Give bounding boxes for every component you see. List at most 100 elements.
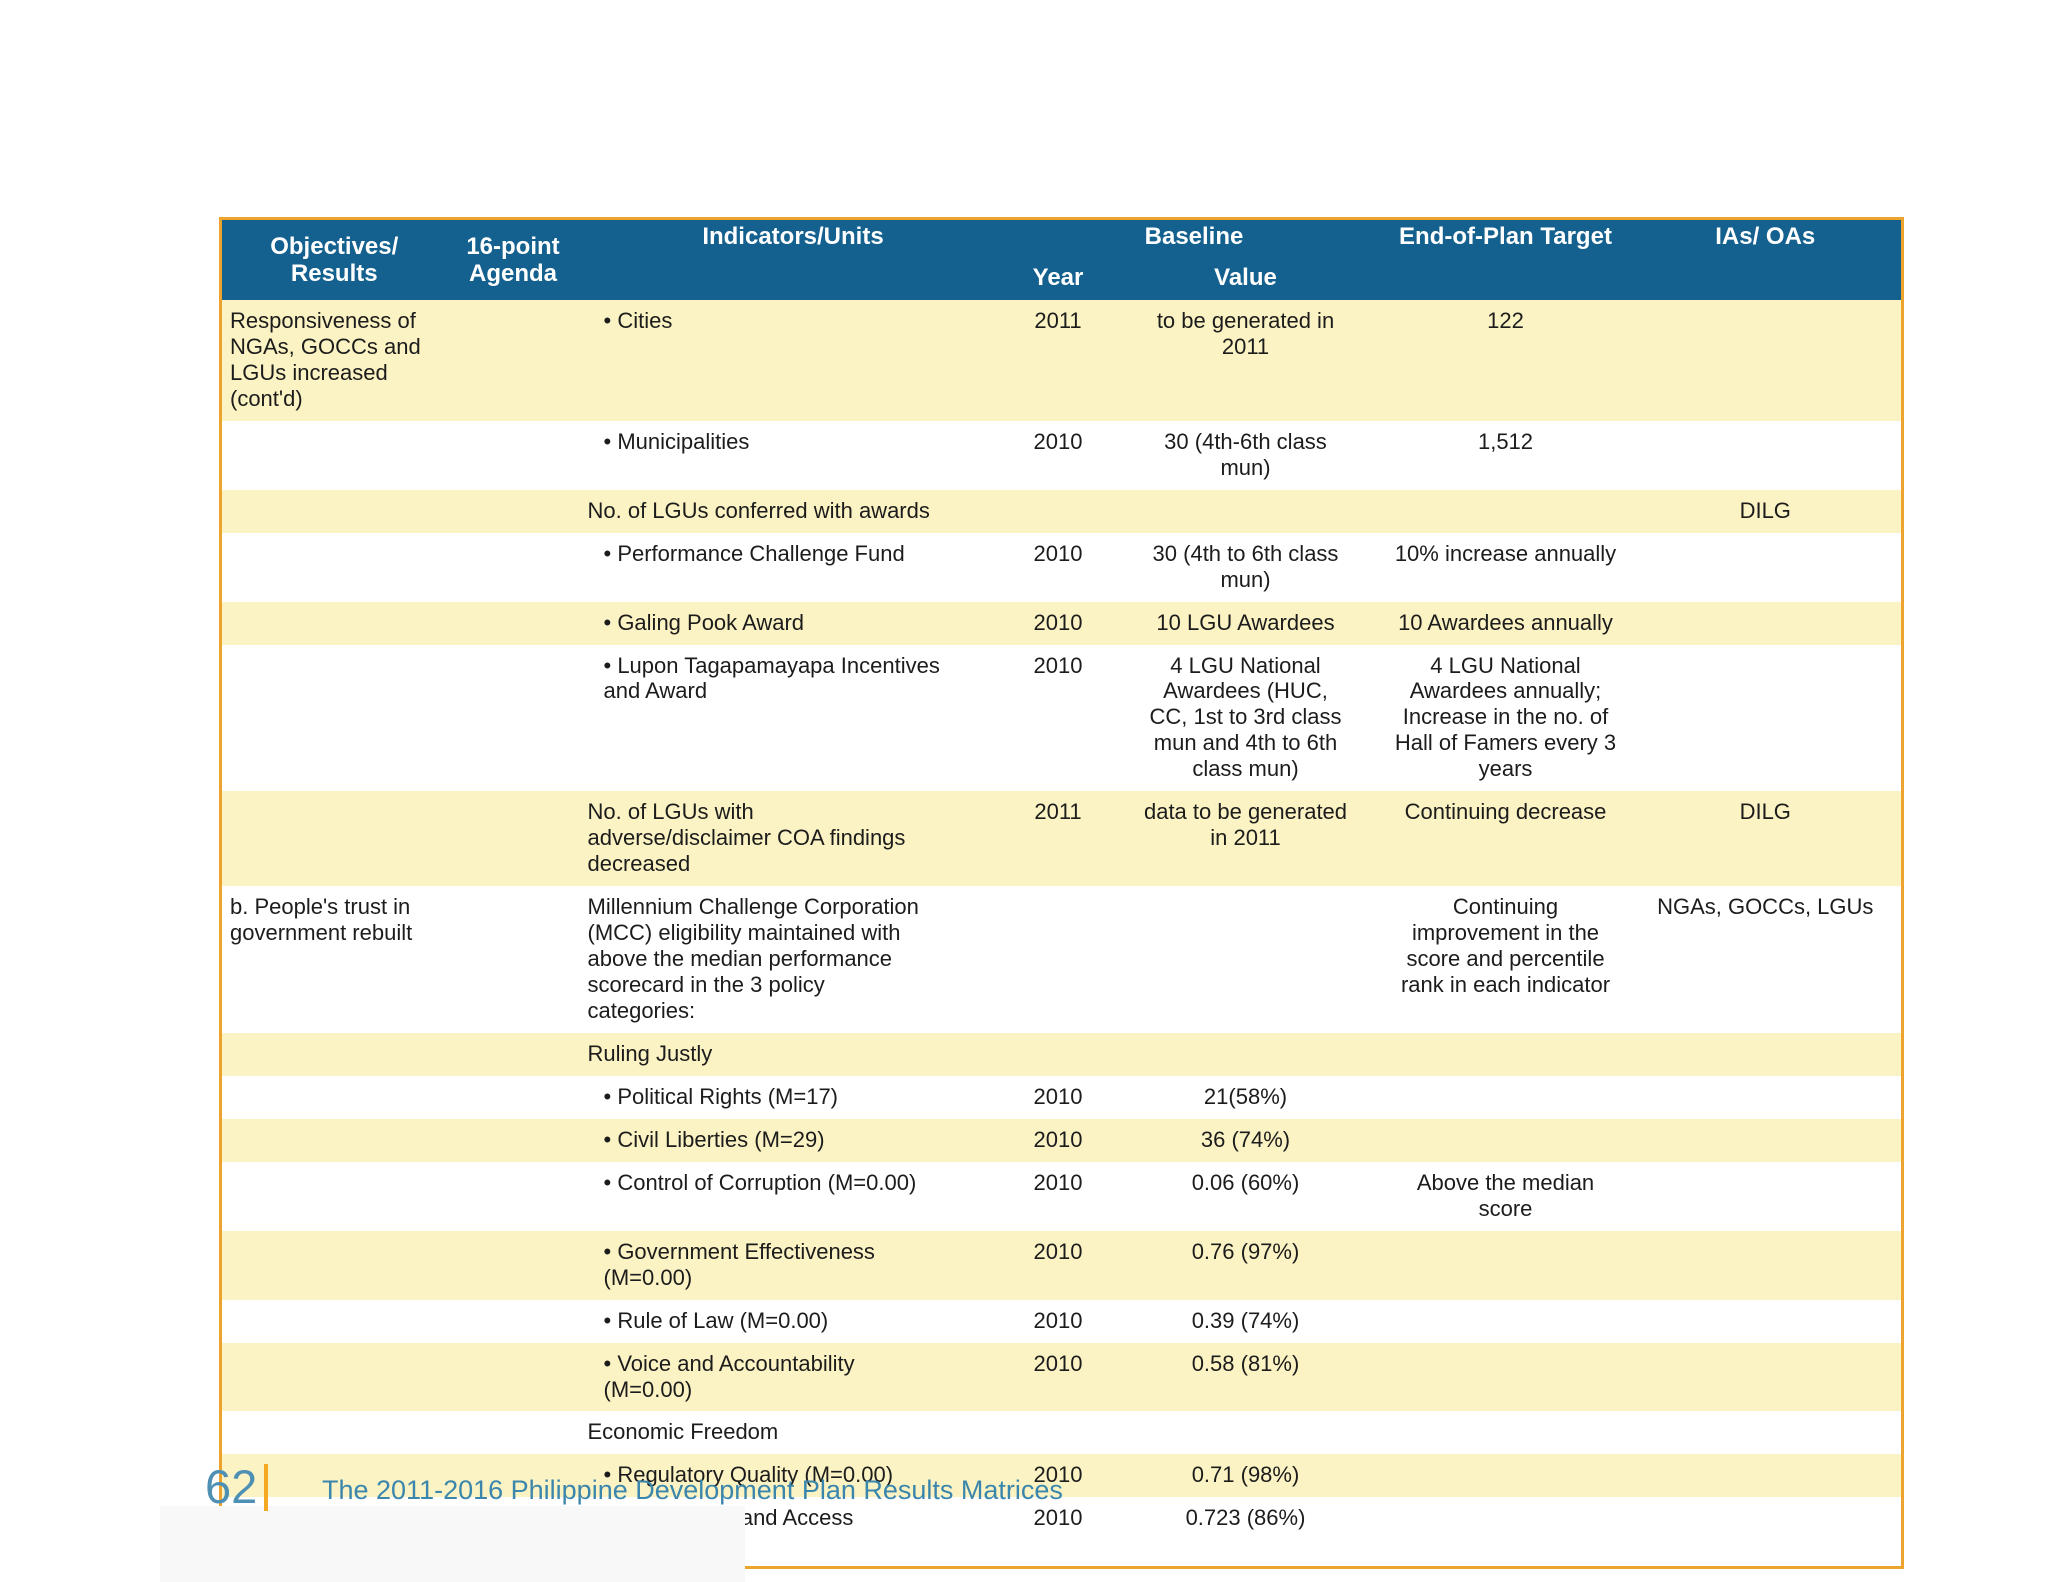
footer-divider-bar xyxy=(264,1464,268,1511)
cell-16-point-agenda xyxy=(446,886,580,1033)
cell-end-of-plan-target xyxy=(1381,1118,1630,1162)
cell-baseline-value: 4 LGU National Awardees (HUC, CC, 1st to… xyxy=(1109,644,1382,792)
cell-baseline-year: 2010 xyxy=(1006,1299,1110,1343)
cell-baseline-year: 2010 xyxy=(1006,1342,1110,1412)
table-body: Responsiveness of NGAs, GOCCs and LGUs i… xyxy=(220,300,1903,1568)
col-header-objectives-results: Objectives/ Results xyxy=(220,218,447,300)
cell-indicator: No. of LGUs conferred with awards xyxy=(579,489,1007,533)
cell-objectives xyxy=(220,1454,447,1498)
cell-end-of-plan-target: 4 LGU National Awardees annually; Increa… xyxy=(1381,644,1630,792)
cell-16-point-agenda xyxy=(446,1342,580,1412)
cell-objectives xyxy=(220,1342,447,1412)
cell-baseline-value: 21(58%) xyxy=(1109,1075,1382,1119)
col-header-end-of-plan-target: End-of-Plan Target xyxy=(1381,218,1630,300)
cell-end-of-plan-target: 10% increase annually xyxy=(1381,532,1630,602)
cell-objectives xyxy=(220,644,447,792)
cell-baseline-value xyxy=(1109,1411,1382,1455)
cell-baseline-year xyxy=(1006,1032,1110,1076)
cell-baseline-year: 2010 xyxy=(1006,1161,1110,1231)
table-row: Ruling Justly xyxy=(220,1032,1903,1076)
cell-baseline-year: 2010 xyxy=(1006,601,1110,645)
cell-baseline-value: 36 (74%) xyxy=(1109,1118,1382,1162)
cell-baseline-value xyxy=(1109,1032,1382,1076)
cell-baseline-year: 2010 xyxy=(1006,1075,1110,1119)
cell-objectives: Responsiveness of NGAs, GOCCs and LGUs i… xyxy=(220,300,447,421)
cell-baseline-value: 30 (4th-6th class mun) xyxy=(1109,420,1382,490)
cell-end-of-plan-target xyxy=(1381,1497,1630,1568)
table-row: No. of LGUs with adverse/disclaimer COA … xyxy=(220,791,1903,887)
page-number: 62 xyxy=(205,1460,258,1513)
cell-end-of-plan-target xyxy=(1381,1032,1630,1076)
cell-baseline-year: 2010 xyxy=(1006,1497,1110,1568)
col-header-baseline-value: Value xyxy=(1109,260,1382,300)
table-row: • Control of Corruption (M=0.00) 2010 0.… xyxy=(220,1161,1903,1231)
cell-baseline-value: 0.723 (86%) xyxy=(1109,1497,1382,1568)
cell-baseline-year: 2010 xyxy=(1006,644,1110,792)
cell-baseline-value: data to be generated in 2011 xyxy=(1109,791,1382,887)
cell-ias-oas xyxy=(1629,1230,1903,1300)
cell-end-of-plan-target xyxy=(1381,1454,1630,1498)
cell-indicator: • Control of Corruption (M=0.00) xyxy=(579,1161,1007,1231)
cell-16-point-agenda xyxy=(446,1075,580,1119)
cell-16-point-agenda xyxy=(446,489,580,533)
cell-ias-oas xyxy=(1629,1075,1903,1119)
cell-16-point-agenda xyxy=(446,644,580,792)
cell-ias-oas xyxy=(1629,532,1903,602)
cell-baseline-value: 30 (4th to 6th class mun) xyxy=(1109,532,1382,602)
cell-end-of-plan-target: Above the median score xyxy=(1381,1161,1630,1231)
cell-indicator: • Galing Pook Award xyxy=(579,601,1007,645)
cell-indicator: • Civil Liberties (M=29) xyxy=(579,1118,1007,1162)
cell-ias-oas xyxy=(1629,1497,1903,1568)
cell-indicator: • Lupon Tagapamayapa Incentives and Awar… xyxy=(579,644,1007,792)
table-row: • Municipalities 2010 30 (4th-6th class … xyxy=(220,420,1903,490)
cell-baseline-value: to be generated in 2011 xyxy=(1109,300,1382,421)
cell-indicator: • Voice and Accountability (M=0.00) xyxy=(579,1342,1007,1412)
cell-baseline-value: 0.39 (74%) xyxy=(1109,1299,1382,1343)
cell-16-point-agenda xyxy=(446,532,580,602)
cell-baseline-year: 2010 xyxy=(1006,532,1110,602)
cell-indicator: Economic Freedom xyxy=(579,1411,1007,1455)
table-row: No. of LGUs conferred with awards DILG xyxy=(220,489,1903,533)
cell-ias-oas xyxy=(1629,1454,1903,1498)
cell-objectives xyxy=(220,489,447,533)
cell-baseline-value: 0.71 (98%) xyxy=(1109,1454,1382,1498)
cell-end-of-plan-target xyxy=(1381,1230,1630,1300)
cell-end-of-plan-target xyxy=(1381,1075,1630,1119)
cell-ias-oas xyxy=(1629,601,1903,645)
table-row: Economic Freedom xyxy=(220,1411,1903,1455)
cell-ias-oas xyxy=(1629,644,1903,792)
cell-16-point-agenda xyxy=(446,1299,580,1343)
cell-objectives xyxy=(220,601,447,645)
cell-baseline-year: 2011 xyxy=(1006,300,1110,421)
cell-end-of-plan-target xyxy=(1381,489,1630,533)
cell-objectives xyxy=(220,1161,447,1231)
results-matrix-table: Objectives/ Results 16-point Agenda Indi… xyxy=(219,217,1904,1570)
cell-objectives: b. People's trust in government rebuilt xyxy=(220,886,447,1033)
cell-indicator: • Rule of Law (M=0.00) xyxy=(579,1299,1007,1343)
cell-baseline-value xyxy=(1109,886,1382,1033)
cell-ias-oas xyxy=(1629,1161,1903,1231)
cell-indicator: • Regulatory Quality (M=0.00) xyxy=(579,1454,1007,1498)
cell-16-point-agenda xyxy=(446,1230,580,1300)
footer-title: The 2011-2016 Philippine Development Pla… xyxy=(322,1475,1063,1505)
cell-ias-oas xyxy=(1629,420,1903,490)
cell-end-of-plan-target: Continuing decrease xyxy=(1381,791,1630,887)
cell-ias-oas xyxy=(1629,300,1903,421)
table-row: • Lupon Tagapamayapa Incentives and Awar… xyxy=(220,644,1903,792)
cell-baseline-value: 0.06 (60%) xyxy=(1109,1161,1382,1231)
cell-ias-oas xyxy=(1629,1411,1903,1455)
cell-ias-oas xyxy=(1629,1342,1903,1412)
cell-16-point-agenda xyxy=(446,1411,580,1455)
cell-baseline-year: 2011 xyxy=(1006,791,1110,887)
cell-baseline-year xyxy=(1006,1411,1110,1455)
table-row: • Government Effectiveness (M=0.00) 2010… xyxy=(220,1230,1903,1300)
table-row: • Rule of Law (M=0.00) 2010 0.39 (74%) xyxy=(220,1299,1903,1343)
cell-indicator: • Performance Challenge Fund xyxy=(579,532,1007,602)
cell-baseline-year xyxy=(1006,489,1110,533)
cell-ias-oas xyxy=(1629,1118,1903,1162)
cell-end-of-plan-target: 1,512 xyxy=(1381,420,1630,490)
cell-objectives xyxy=(220,1299,447,1343)
cell-baseline-year: 2010 xyxy=(1006,1230,1110,1300)
cell-ias-oas: NGAs, GOCCs, LGUs xyxy=(1629,886,1903,1033)
